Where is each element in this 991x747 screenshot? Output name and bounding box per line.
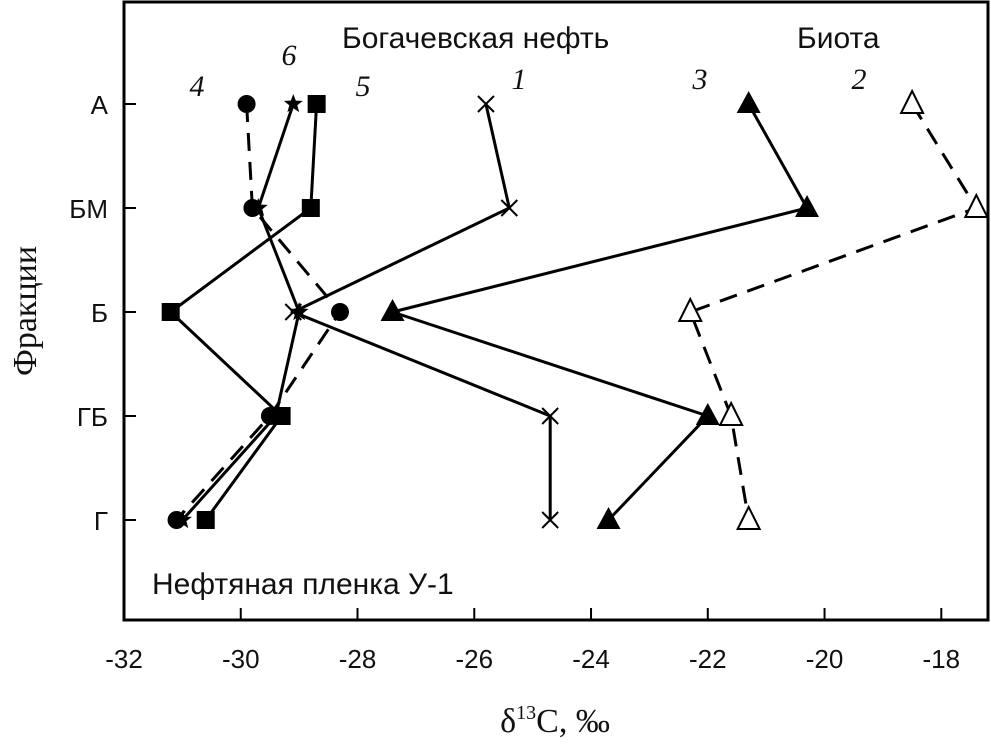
marker-filled-triangle	[596, 507, 621, 529]
marker-filled-square	[196, 511, 215, 529]
marker-filled-square	[301, 199, 320, 217]
x-tick-label: -24	[572, 644, 610, 674]
series-labels: 1 2 3 4 5 6	[190, 39, 867, 103]
x-axis-title-sup: 13	[516, 702, 536, 724]
y-axis-title: Фракции	[7, 246, 44, 376]
x-axis-title-rest: C, ‰	[536, 703, 610, 740]
series-line-3	[387, 103, 810, 522]
marker-star	[266, 406, 286, 425]
y-category-label: А	[91, 90, 109, 120]
series-number-label-2: 2	[852, 63, 867, 96]
y-axis: А БМ Б ГБ Г	[69, 90, 136, 536]
series-1	[284, 95, 559, 529]
marker-x	[541, 407, 559, 425]
x-axis: -32 -30 -28 -26 -24 -22 -20 -18	[105, 608, 960, 674]
marker-open-triangle	[677, 296, 703, 322]
x-tick-label: -18	[923, 644, 961, 674]
marker-filled-triangle	[795, 195, 820, 217]
x-tick-label: -30	[222, 644, 260, 674]
marker-open-triangle	[899, 88, 925, 114]
series-number-label-5: 5	[356, 70, 371, 103]
marker-x	[477, 95, 495, 113]
annotation-biota: Биота	[797, 22, 880, 55]
y-category-label: Г	[94, 506, 108, 536]
series-number-label-1: 1	[512, 63, 527, 96]
x-axis-title-main: δ	[500, 703, 516, 740]
x-axis-title: δ13C, ‰	[500, 702, 610, 740]
marker-star	[289, 302, 309, 321]
marker-filled-square	[307, 95, 326, 113]
marker-open-triangle	[736, 504, 762, 530]
marker-filled-circle	[331, 303, 349, 321]
annotation-oil-film: Нефтяная пленка У-1	[152, 568, 454, 601]
series-3	[380, 91, 820, 529]
marker-star	[248, 198, 268, 217]
marker-filled-triangle	[380, 299, 405, 321]
series-number-label-4: 4	[190, 70, 205, 103]
marker-x	[500, 199, 519, 217]
x-tick-label: -28	[339, 644, 377, 674]
series-4	[167, 95, 349, 529]
series-number-label-6: 6	[282, 39, 297, 72]
series-2	[677, 88, 989, 530]
marker-filled-circle	[237, 95, 256, 113]
marker-open-triangle	[718, 400, 744, 426]
series-number-label-3: 3	[692, 63, 708, 96]
marker-filled-triangle	[736, 91, 761, 113]
marker-x	[541, 511, 559, 529]
y-category-label: БМ	[69, 194, 108, 224]
marker-filled-triangle	[695, 403, 720, 425]
marker-open-triangle	[963, 192, 989, 218]
annotation-bogachevskaya: Богачевская нефть	[342, 22, 609, 55]
x-tick-label: -26	[455, 644, 493, 674]
series-6	[172, 94, 309, 529]
y-category-label: ГБ	[77, 402, 108, 432]
marker-filled-square	[161, 303, 180, 321]
y-category-label: Б	[91, 298, 108, 328]
series-line-2	[688, 103, 979, 521]
series-layer	[161, 88, 989, 530]
marker-star	[283, 94, 303, 113]
series-line-4	[175, 103, 342, 522]
x-tick-label: -32	[105, 644, 143, 674]
marker-star	[172, 510, 192, 529]
x-tick-label: -22	[689, 644, 727, 674]
series-line-6	[181, 103, 301, 522]
x-tick-label: -20	[806, 644, 844, 674]
